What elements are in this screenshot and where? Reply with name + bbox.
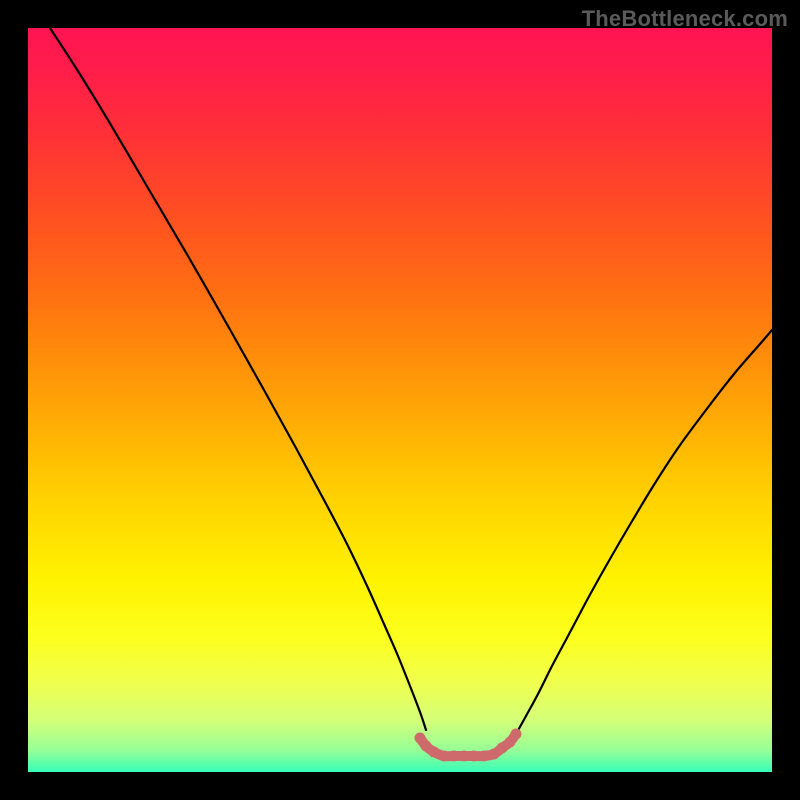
bottom-segment-marker <box>469 751 480 762</box>
chart-svg <box>28 28 772 772</box>
chart-frame: TheBottleneck.com <box>0 0 800 800</box>
bottom-segment-marker <box>429 747 440 758</box>
bottom-segment-marker <box>511 729 522 740</box>
bottom-segment-marker <box>449 751 460 762</box>
bottom-segment-marker <box>479 751 490 762</box>
bottom-segment-marker <box>459 751 470 762</box>
bottom-segment-marker <box>439 751 450 762</box>
plot-area <box>28 28 772 772</box>
